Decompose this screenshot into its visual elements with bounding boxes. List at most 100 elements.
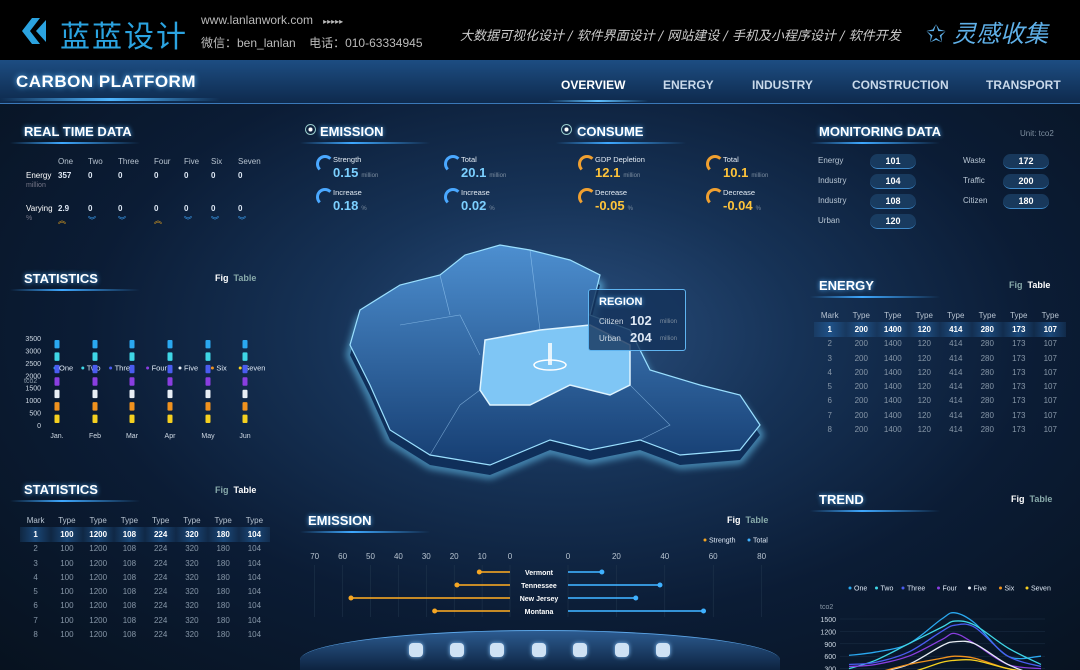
table-row[interactable]: 3 200 1400 120 414 280 173 107 <box>814 351 1066 365</box>
toggle-table[interactable]: Table <box>233 485 257 495</box>
table-cell: 1400 <box>883 367 902 377</box>
tab-construction[interactable]: CONSTRUCTION <box>852 78 949 92</box>
toggle-table[interactable]: Table <box>233 273 257 283</box>
table-cell: 120 <box>917 339 931 349</box>
kpi-label: GDP Depletion <box>595 155 645 164</box>
toggle-table[interactable]: Table <box>745 515 769 525</box>
table-cell: 120 <box>917 396 931 406</box>
y-tick-label: 1500 <box>820 617 836 624</box>
yen-icon[interactable] <box>490 643 504 657</box>
tab-transport[interactable]: TRANSPORT <box>986 78 1061 92</box>
bar-segment-seven <box>129 414 135 423</box>
x-tick-label: 30 <box>422 552 431 561</box>
table-cell: 224 <box>153 558 168 568</box>
table-row[interactable]: 7 200 1400 120 414 280 173 107 <box>814 408 1066 422</box>
table-cell: 2 <box>827 339 832 349</box>
table-row[interactable]: 6 100 1200 108 224 320 180 104 <box>20 599 270 613</box>
energy-title: ENERGY <box>819 278 874 293</box>
table-row[interactable]: 8 200 1400 120 414 280 173 107 <box>814 422 1066 436</box>
table-cell: 107 <box>1043 425 1057 435</box>
table-cell: 320 <box>185 615 199 625</box>
tab-energy[interactable]: ENERGY <box>663 78 714 92</box>
table-row[interactable]: 5 100 1200 108 224 320 180 104 <box>20 584 270 598</box>
legend-dot <box>238 366 242 370</box>
table-cell: 4 <box>33 572 38 582</box>
monitoring-divider <box>810 142 940 144</box>
column-header: Type <box>245 515 264 525</box>
toggle-fig[interactable]: Fig <box>215 485 229 495</box>
statistics-table-divider <box>10 500 140 502</box>
monitoring-label: Energy <box>818 156 844 165</box>
region-3d-map[interactable] <box>340 235 780 495</box>
table-cell: 120 <box>917 367 931 377</box>
table-row[interactable]: 1 100 1200 108 224 320 180 104 <box>20 527 270 542</box>
website-link[interactable]: www.lanlanwork.com ▸▸▸▸▸ <box>201 13 343 27</box>
table-cell: 120 <box>917 425 931 435</box>
website-url[interactable]: www.lanlanwork.com <box>201 13 314 27</box>
bar-segment-seven <box>167 414 173 423</box>
tab-industry[interactable]: INDUSTRY <box>752 78 813 92</box>
table-cell: 280 <box>980 425 994 435</box>
grid-icon[interactable] <box>656 643 670 657</box>
table-row[interactable]: 1 200 1400 120 414 280 173 107 <box>814 322 1066 337</box>
legend-label: Three <box>115 364 135 373</box>
tab-overview[interactable]: OVERVIEW <box>561 78 626 92</box>
table-cell: 200 <box>845 322 878 337</box>
toggle-table[interactable]: Table <box>1029 494 1053 504</box>
urban-unit: million <box>660 336 678 342</box>
table-row[interactable]: 4 100 1200 108 224 320 180 104 <box>20 570 270 584</box>
column-header: Two <box>88 157 103 166</box>
legend-label: Six <box>1005 586 1015 593</box>
table-row[interactable]: 4 200 1400 120 414 280 173 107 <box>814 365 1066 379</box>
table-cell: 180 <box>216 544 230 554</box>
monitoring-value: 180 <box>1003 194 1049 209</box>
monitor-icon[interactable] <box>573 643 587 657</box>
consume-divider <box>556 142 686 144</box>
legend-label: One <box>854 586 867 593</box>
table-row[interactable]: 2 200 1400 120 414 280 173 107 <box>814 337 1066 351</box>
toggle-table[interactable]: Table <box>1027 280 1051 290</box>
monitoring-label: Industry <box>818 176 847 185</box>
kpi-unit: % <box>755 206 761 212</box>
carbon-icon[interactable] <box>409 643 423 657</box>
column-header: Type <box>214 515 232 525</box>
table-row[interactable]: 2 100 1200 108 224 320 180 104 <box>20 542 270 556</box>
kpi-gauge-icon <box>578 155 596 173</box>
table-cell: 280 <box>971 322 1003 337</box>
table-cell: 320 <box>185 544 199 554</box>
toggle-fig[interactable]: Fig <box>1009 280 1023 290</box>
monitoring-title: MONITORING DATA <box>819 124 942 139</box>
table-row[interactable]: 6 200 1400 120 414 280 173 107 <box>814 394 1066 408</box>
toggle-fig[interactable]: Fig <box>215 273 229 283</box>
toggle-fig[interactable]: Fig <box>727 515 741 525</box>
table-cell: 180 <box>216 615 230 625</box>
bar-segment-six <box>167 402 173 411</box>
kpi-unit: million <box>751 173 769 179</box>
services-text: 大数据可视化设计 / 软件界面设计 / 网站建设 / 手机及小程序设计 / 软件… <box>460 29 901 44</box>
table-row[interactable]: 7 100 1200 108 224 320 180 104 <box>20 613 270 627</box>
legend-dot <box>146 366 150 370</box>
table-cell: 3 <box>827 353 832 363</box>
table-cell: 414 <box>949 425 963 435</box>
varying-value: 0 <box>184 204 189 213</box>
total-point <box>701 608 707 614</box>
kpi-label: Decrease <box>595 188 628 197</box>
column-header: Type <box>58 515 76 525</box>
toggle-fig[interactable]: Fig <box>1011 494 1025 504</box>
column-header: Type <box>852 310 870 320</box>
table-row[interactable]: 8 100 1200 108 224 320 180 104 <box>20 627 270 641</box>
y-tick-label: 3500 <box>25 336 41 343</box>
active-tab-indicator <box>548 100 648 102</box>
building-icon[interactable] <box>532 643 546 657</box>
statistics-fig-toggle: Fig Table <box>215 273 256 283</box>
table-row[interactable]: 5 200 1400 120 414 280 173 107 <box>814 379 1066 393</box>
table-row[interactable]: 3 100 1200 108 224 320 180 104 <box>20 556 270 570</box>
legend-dot <box>109 366 113 370</box>
gear-icon[interactable] <box>450 643 464 657</box>
table-cell: 180 <box>216 630 230 640</box>
table-cell: 224 <box>145 527 177 542</box>
legend-label: Four <box>152 364 168 373</box>
table-cell: 224 <box>153 615 168 625</box>
bar-segment-six <box>54 402 60 411</box>
hexagon-icon[interactable] <box>615 643 629 657</box>
